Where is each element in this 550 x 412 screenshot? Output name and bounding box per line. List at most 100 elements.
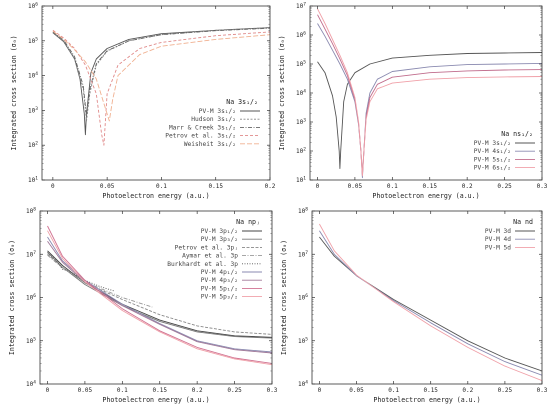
y-tick-label: 102 xyxy=(28,141,38,150)
x-tick-label: 0.05 xyxy=(100,183,115,190)
legend-entry-label: PV-M 3p₃/₂ xyxy=(201,236,238,243)
legend-entry-label: Aymar et al. 3p xyxy=(182,253,238,260)
y-axis-label: Integrated cross section (σ₀) xyxy=(278,35,286,150)
series-line-6 xyxy=(47,236,272,353)
panel-2: 0 0.05 0.1 0.15 0.2 0.25 0.3 101 102 103 104 105 106… xyxy=(278,2,548,201)
panel-3: 0 0.05 0.1 0.15 0.2 0.25 0.3 104 105 106 107 108 Pho… xyxy=(8,207,278,405)
x-tick-label: 0 xyxy=(46,387,50,394)
y-tick-label: 108 xyxy=(26,207,36,216)
legend-entry-label: PV-M 5s₁/₂ xyxy=(474,156,511,163)
x-axis-label: Photoelectron energy (a.u.) xyxy=(102,396,209,404)
x-axis-label: Photoelectron energy (a.u.) xyxy=(373,396,480,404)
legend-title: Na npⱼ xyxy=(236,218,260,226)
series-line-1 xyxy=(47,250,272,338)
legend-entry-label: PV-M 5d xyxy=(485,244,511,251)
y-tick-label: 103 xyxy=(28,106,38,115)
y-tick-label: 107 xyxy=(298,250,308,259)
y-tick-label: 106 xyxy=(26,293,36,302)
plot-area xyxy=(317,8,542,179)
plot-area xyxy=(319,223,542,382)
legend-entry-label: PV-M 3d xyxy=(485,228,511,235)
legend-entry-label: PV-M 3p₁/₂ xyxy=(201,228,238,235)
x-tick-label: 0.2 xyxy=(265,183,276,190)
legend: Na ns₁/₂ PV-M 3s₁/₂PV-M 4s₁/₂PV-M 5s₁/₂ PV… xyxy=(474,130,535,172)
x-tick-label: 0.1 xyxy=(387,183,398,190)
legend-entry-label: PV-M 3s₁/₂ xyxy=(474,140,511,147)
series-line-4 xyxy=(317,8,542,177)
y-tick-label: 101 xyxy=(28,176,38,185)
legend-title: Na ns₁/₂ xyxy=(501,130,533,138)
x-tick-label: 0.3 xyxy=(537,387,548,394)
legend-entry-label: PV-M 4d xyxy=(485,236,511,243)
y-tick-label: 102 xyxy=(296,147,306,156)
y-axis-label: Integrated cross section (σ₀) xyxy=(8,240,16,355)
y-tick-label: 105 xyxy=(26,336,36,345)
x-tick-label: 0.2 xyxy=(462,387,473,394)
legend-entry-label: PV-M 4p₃/₂ xyxy=(201,277,238,284)
series-line-2 xyxy=(52,27,270,122)
legend-title: Na 3s₁/₂ xyxy=(226,98,258,106)
x-tick-label: 0.1 xyxy=(388,387,399,394)
x-tick-label: 0.1 xyxy=(156,183,167,190)
y-tick-label: 107 xyxy=(26,250,36,259)
series-line-3 xyxy=(52,27,270,117)
series-line-1 xyxy=(317,52,542,169)
series-line-1 xyxy=(52,27,270,136)
plot-frame xyxy=(41,5,271,181)
y-tick-label: 105 xyxy=(296,60,306,69)
x-tick-label: 0.15 xyxy=(153,387,168,394)
legend-entry-label: Petrov et al. 3s₁/₂ xyxy=(165,133,236,140)
series-line-8 xyxy=(47,225,272,364)
x-tick-label: 0.1 xyxy=(117,387,128,394)
legend-entry-label: PV-M 4s₁/₂ xyxy=(474,148,511,155)
legend-entry-label: PV-M 4p₁/₂ xyxy=(201,269,238,276)
y-tick-label: 104 xyxy=(28,71,38,80)
y-tick-label: 104 xyxy=(298,380,308,389)
series-line-4 xyxy=(52,29,270,146)
x-tick-label: 0.15 xyxy=(423,183,438,190)
x-tick-label: 0.2 xyxy=(462,183,473,190)
series-line-1 xyxy=(319,236,542,372)
x-tick-label: 0.3 xyxy=(537,183,548,190)
x-tick-label: 0.2 xyxy=(192,387,203,394)
legend-entry-label: Burkhardt et al. 3p xyxy=(167,261,238,268)
legend-entry-label: Petrov et al. 3pⱼ xyxy=(175,244,238,251)
legend-title: Na nd xyxy=(513,218,533,226)
y-tick-label: 105 xyxy=(298,336,308,345)
legend-entry-label: PV-M 5p₁/₂ xyxy=(201,285,238,292)
series-line-5 xyxy=(47,252,115,292)
x-tick-label: 0.25 xyxy=(227,387,242,394)
legend-entry-label: PV-M 6s₁/₂ xyxy=(474,165,511,172)
x-axis-label: Photoelectron energy (a.u.) xyxy=(372,192,479,200)
x-tick-label: 0 xyxy=(51,183,55,190)
x-tick-label: 0.3 xyxy=(267,387,278,394)
x-tick-label: 0.05 xyxy=(349,387,364,394)
legend-entry-label: Marr & Creek 3s₁/₂ xyxy=(169,124,236,131)
y-tick-label: 106 xyxy=(28,2,38,11)
series-line-3 xyxy=(47,253,272,335)
x-tick-label: 0.25 xyxy=(498,387,513,394)
series-line-9 xyxy=(47,230,272,366)
legend-entry-label: Hudson 3s₁/₂ xyxy=(191,116,236,123)
x-tick-label: 0.15 xyxy=(208,183,223,190)
x-tick-label: 0.25 xyxy=(497,183,512,190)
y-tick-label: 104 xyxy=(26,380,36,389)
series-line-2 xyxy=(319,230,542,376)
x-tick-label: 0.15 xyxy=(423,387,438,394)
x-axis-label: Photoelectron energy (a.u.) xyxy=(102,192,209,200)
y-tick-label: 104 xyxy=(296,89,306,98)
y-tick-label: 108 xyxy=(298,207,308,216)
legend-entry-label: PV-M 3s₁/₂ xyxy=(199,108,236,115)
x-tick-label: 0.05 xyxy=(78,387,93,394)
y-axis-label: Integrated cross section (σ₀) xyxy=(280,240,288,355)
x-tick-label: 0 xyxy=(316,183,320,190)
plot-area xyxy=(47,225,272,366)
y-tick-label: 106 xyxy=(298,293,308,302)
x-tick-label: 0 xyxy=(318,387,322,394)
panel-1: 0 0.05 0.1 0.15 0.2 101 102 103 104 105 106 Photoel… xyxy=(10,2,276,201)
y-tick-label: 105 xyxy=(28,36,38,45)
